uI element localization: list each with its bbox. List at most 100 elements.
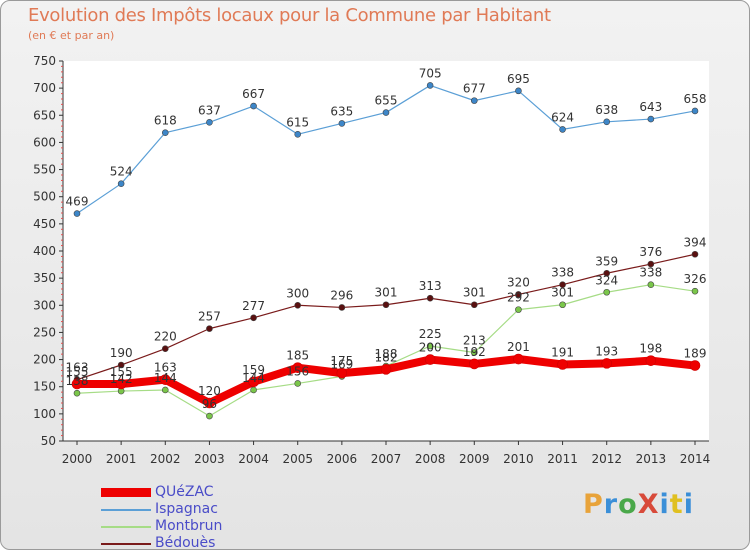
data-label-ispagnac: 705	[419, 66, 442, 80]
data-point-montbrun	[559, 301, 566, 309]
data-point-ispagnac	[161, 129, 169, 136]
x-tick-label: 2002	[150, 452, 181, 466]
data-label-quzac: 120	[198, 384, 221, 398]
data-point-bdous	[338, 304, 346, 311]
data-point-ispagnac	[470, 97, 478, 104]
x-tick-label: 2007	[371, 452, 402, 466]
data-point-montbrun	[426, 342, 434, 350]
data-point-quzac	[468, 358, 480, 370]
x-tick-label: 2003	[194, 452, 225, 466]
data-label-quzac: 185	[286, 349, 309, 363]
data-label-ispagnac: 655	[375, 94, 398, 108]
x-tick-label: 2009	[459, 452, 490, 466]
data-label-montbrun: 142	[110, 372, 133, 386]
plot-area	[63, 61, 709, 441]
data-label-quzac: 182	[375, 350, 398, 364]
data-point-quzac	[380, 364, 392, 375]
x-tick-label: 2011	[547, 452, 578, 466]
brand-letter: X	[637, 489, 660, 520]
data-point-bdous	[470, 301, 478, 309]
data-label-ispagnac: 637	[198, 103, 221, 117]
x-tick-label: 2004	[238, 452, 269, 466]
data-label-montbrun: 144	[154, 371, 177, 385]
data-point-bdous	[250, 314, 257, 322]
data-label-montbrun: 188	[375, 347, 398, 361]
data-label-bdous: 320	[507, 275, 530, 289]
data-point-quzac	[204, 397, 215, 409]
data-point-bdous	[382, 301, 390, 309]
y-tick-label: 250	[33, 325, 56, 339]
data-label-ispagnac: 615	[286, 115, 309, 129]
data-label-quzac: 163	[154, 361, 177, 375]
data-point-montbrun	[647, 281, 655, 288]
legend-label-ispagnac: Ispagnac	[155, 501, 218, 517]
data-point-quzac	[601, 358, 613, 369]
brand-letter: i	[659, 489, 670, 520]
data-label-bdous: 277	[242, 299, 265, 313]
data-label-bdous: 257	[198, 310, 221, 324]
data-label-montbrun: 138	[66, 374, 89, 388]
data-point-montbrun	[206, 412, 213, 420]
data-label-montbrun: 301	[551, 286, 574, 300]
legend-swatch-bedoues	[101, 543, 151, 545]
chart-subtitle: (en € et par an)	[28, 29, 115, 42]
x-tick-label: 2001	[106, 452, 137, 466]
data-point-ispagnac	[250, 102, 257, 110]
data-point-montbrun	[73, 389, 81, 397]
data-point-bdous	[117, 361, 125, 369]
data-point-ispagnac	[117, 180, 125, 187]
x-tick-label: 2006	[327, 452, 358, 466]
data-point-montbrun	[294, 380, 302, 387]
data-label-quzac: 159	[242, 363, 265, 377]
data-label-ispagnac: 658	[684, 92, 707, 106]
data-point-quzac	[557, 359, 568, 370]
data-point-bdous	[647, 260, 655, 268]
data-point-ispagnac	[426, 82, 434, 89]
x-tick-label: 2000	[62, 452, 93, 466]
data-point-quzac	[689, 360, 701, 371]
data-label-quzac: 191	[551, 345, 574, 359]
data-point-quzac	[336, 367, 348, 379]
data-label-bdous: 296	[330, 288, 353, 302]
y-tick-label: 550	[33, 163, 56, 177]
brand-letter: o	[618, 489, 638, 520]
data-point-bdous	[426, 294, 434, 302]
data-label-ispagnac: 469	[66, 195, 89, 209]
data-label-quzac: 201	[507, 340, 530, 354]
data-point-ispagnac	[559, 126, 566, 133]
legend-swatch-ispagnac	[101, 509, 151, 511]
y-tick-label: 350	[33, 271, 56, 285]
data-label-bdous: 359	[595, 254, 618, 268]
data-label-ispagnac: 638	[595, 103, 618, 117]
y-tick-label: 450	[33, 217, 56, 231]
data-label-montbrun: 326	[684, 272, 707, 286]
data-label-montbrun: 169	[330, 357, 353, 371]
y-tick-label: 50	[41, 434, 56, 448]
legend-label-montbrun: Montbrun	[155, 518, 223, 534]
data-point-ispagnac	[206, 119, 213, 126]
data-label-bdous: 163	[66, 361, 89, 375]
data-label-montbrun: 225	[419, 327, 442, 341]
data-label-bdous: 301	[375, 286, 398, 300]
x-tick-label: 2014	[680, 452, 711, 466]
data-point-quzac	[159, 374, 171, 385]
data-point-bdous	[515, 291, 522, 298]
chart-title: Evolution des Impôts locaux pour la Comm…	[28, 5, 551, 26]
legend-swatch-quezac	[101, 488, 151, 497]
data-point-bdous	[294, 301, 302, 309]
data-label-bdous: 376	[639, 245, 662, 259]
legend-swatch-montbrun	[101, 526, 151, 528]
data-label-montbrun: 213	[463, 334, 486, 348]
data-point-montbrun	[161, 386, 169, 394]
data-point-ispagnac	[515, 87, 522, 95]
y-tick-label: 300	[33, 298, 56, 312]
data-point-montbrun	[515, 306, 522, 313]
data-point-quzac	[115, 378, 127, 390]
data-label-quzac: 155	[110, 365, 133, 379]
data-point-ispagnac	[338, 120, 346, 127]
data-label-bdous: 300	[286, 286, 309, 300]
data-label-bdous: 190	[110, 346, 133, 360]
data-label-ispagnac: 667	[242, 87, 265, 101]
data-label-montbrun: 292	[507, 291, 530, 305]
data-label-montbrun: 324	[595, 273, 618, 287]
